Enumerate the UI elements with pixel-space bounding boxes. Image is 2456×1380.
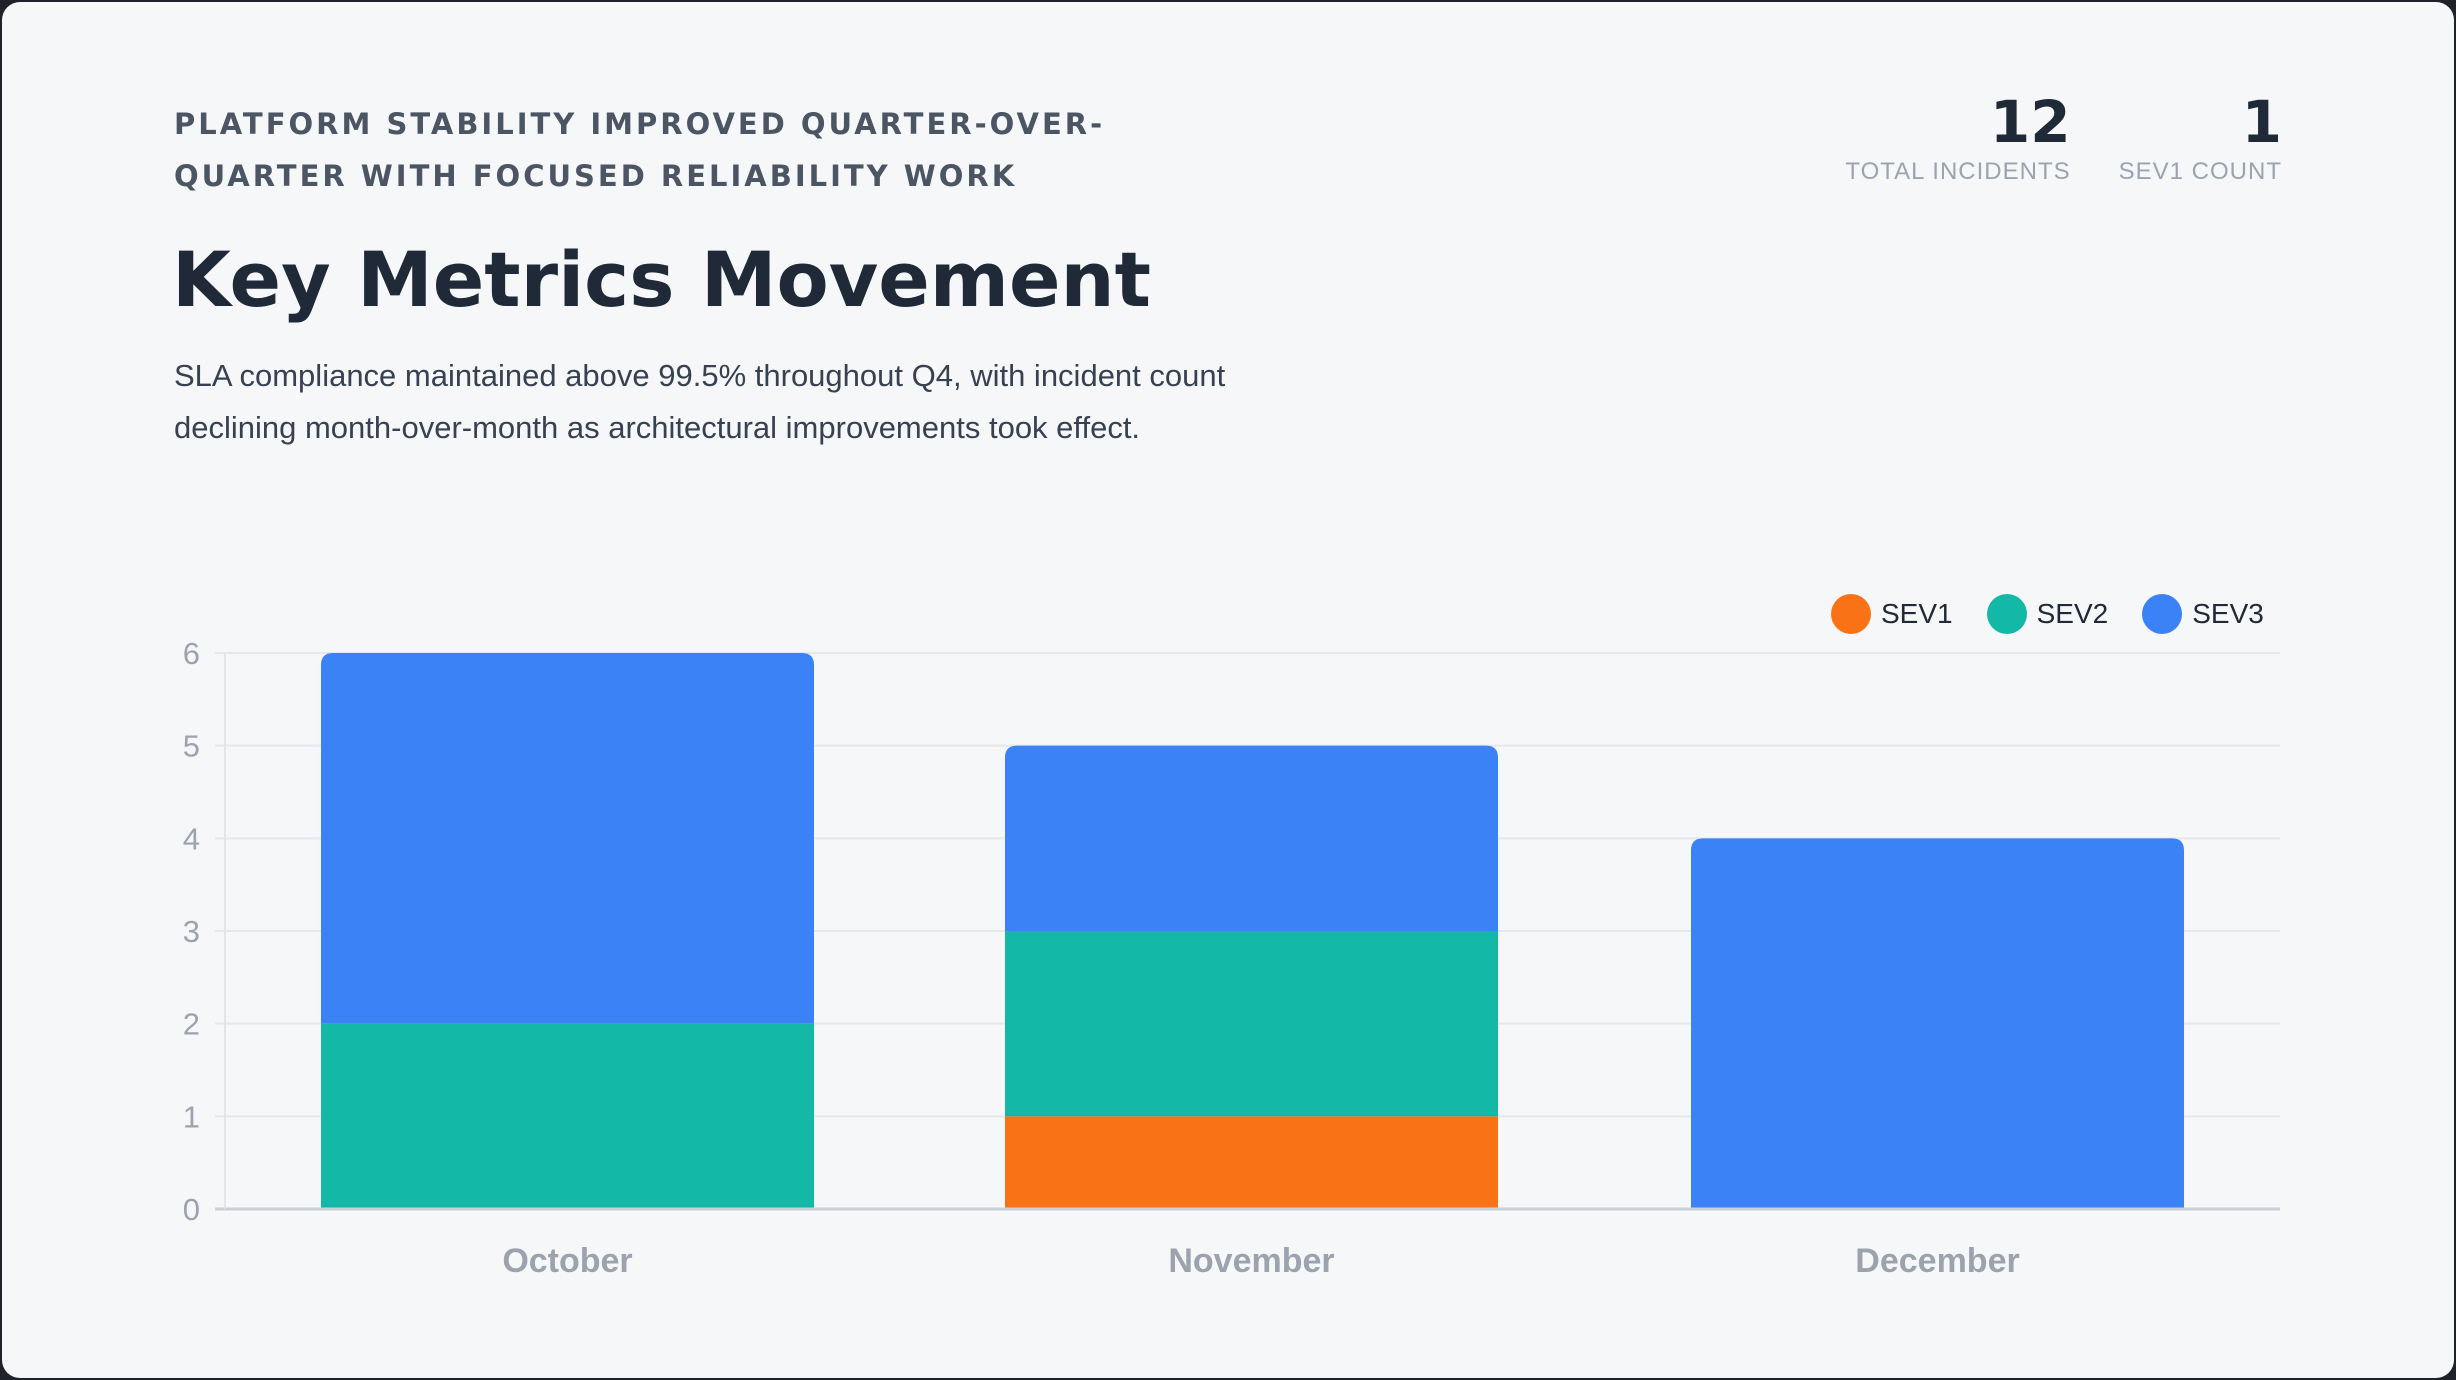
page-title: Key Metrics Movement xyxy=(172,235,1151,324)
sev1-swatch-icon xyxy=(1831,594,1871,634)
bar-segment-sev2-november[interactable] xyxy=(1005,931,1498,1117)
eyebrow-headline: Platform stability improved quarter-over… xyxy=(174,107,1106,193)
stat-value: 1 xyxy=(2241,88,2282,156)
y-tick-label: 2 xyxy=(183,1007,200,1042)
x-category-label: November xyxy=(1168,1242,1334,1280)
y-tick-label: 6 xyxy=(183,636,200,671)
y-tick-label: 4 xyxy=(183,821,200,856)
bar-segment-sev2-october[interactable] xyxy=(321,1023,814,1209)
sev3-swatch-icon xyxy=(2142,594,2183,634)
y-tick-label: 5 xyxy=(183,729,200,764)
bar-segment-sev1-november[interactable] xyxy=(1005,1116,1498,1209)
sev2-swatch-icon xyxy=(1986,594,2027,634)
stat-label: Total Incidents xyxy=(1845,158,2071,185)
stat-sev1-count: 1 Sev1 Count xyxy=(2119,90,2282,186)
bar-segment-sev3-october[interactable] xyxy=(321,653,814,1024)
legend-label: SEV1 xyxy=(1881,598,1953,629)
bar-segment-sev3-november[interactable] xyxy=(1005,745,1498,931)
legend-item-sev1[interactable]: SEV1 xyxy=(1831,594,1953,634)
summary-text: SLA compliance maintained above 99.5% th… xyxy=(174,358,1226,445)
stat-label: Sev1 Count xyxy=(2118,158,2282,185)
x-category-label: October xyxy=(502,1242,632,1280)
legend-label: SEV3 xyxy=(2192,598,2264,629)
x-category-label: December xyxy=(1855,1242,2019,1280)
chart-legend: SEV1 SEV2 SEV3 xyxy=(1831,594,2298,634)
legend-item-sev2[interactable]: SEV2 xyxy=(1986,594,2109,634)
stats-summary: 12 Total Incidents 1 Sev1 Count xyxy=(1845,90,2282,186)
stat-total-incidents: 12 Total Incidents xyxy=(1845,90,2070,186)
y-tick-label: 1 xyxy=(183,1099,200,1134)
legend-label: SEV2 xyxy=(2036,598,2109,629)
y-tick-label: 0 xyxy=(183,1192,200,1227)
y-tick-label: 3 xyxy=(183,914,200,949)
bar-segment-sev3-december[interactable] xyxy=(1691,838,2184,1209)
legend-item-sev3[interactable]: SEV3 xyxy=(2142,594,2264,634)
stat-value: 12 xyxy=(1989,88,2071,156)
